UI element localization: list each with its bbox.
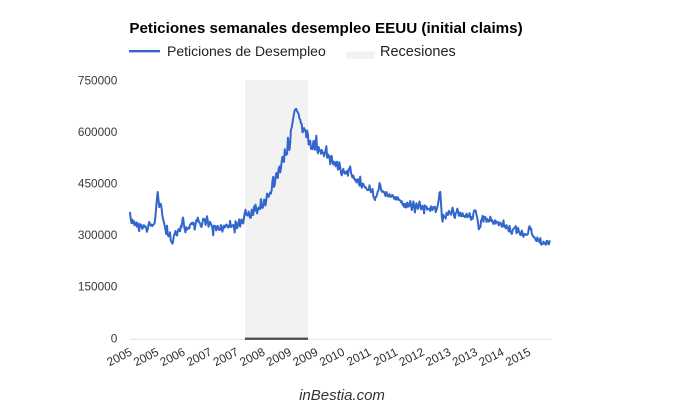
svg-text:150000: 150000 [78,280,118,294]
svg-text:Peticiones de Desempleo: Peticiones de Desempleo [167,43,326,59]
svg-text:Recesiones: Recesiones [380,44,456,60]
svg-text:inBestia.com: inBestia.com [299,387,385,404]
svg-text:750000: 750000 [78,73,118,87]
svg-text:0: 0 [111,331,118,345]
svg-text:Peticiones semanales desempleo: Peticiones semanales desempleo EEUU (ini… [129,20,522,37]
svg-text:450000: 450000 [78,177,118,191]
svg-text:600000: 600000 [78,125,118,139]
svg-text:300000: 300000 [78,228,118,242]
